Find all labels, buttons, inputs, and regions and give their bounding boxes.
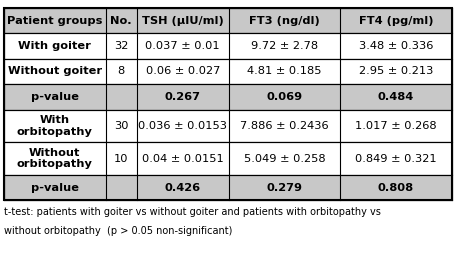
Text: FT3 (ng/dl): FT3 (ng/dl) bbox=[249, 16, 320, 25]
Text: 0.849 ± 0.321: 0.849 ± 0.321 bbox=[355, 154, 437, 164]
Bar bbox=[4, 142, 452, 175]
Text: FT4 (pg/ml): FT4 (pg/ml) bbox=[359, 16, 433, 25]
Bar bbox=[4, 8, 452, 200]
Text: 0.484: 0.484 bbox=[378, 92, 414, 102]
Text: No.: No. bbox=[110, 16, 132, 25]
Bar bbox=[4, 110, 452, 142]
Text: without orbitopathy  (p > 0.05 non-significant): without orbitopathy (p > 0.05 non-signif… bbox=[4, 226, 232, 236]
Bar bbox=[4, 59, 452, 84]
Text: 3.48 ± 0.336: 3.48 ± 0.336 bbox=[359, 41, 433, 51]
Text: 0.04 ± 0.0151: 0.04 ± 0.0151 bbox=[142, 154, 224, 164]
Text: 0.279: 0.279 bbox=[267, 183, 302, 193]
Text: With goiter: With goiter bbox=[18, 41, 91, 51]
Bar bbox=[4, 33, 452, 59]
Text: 9.72 ± 2.78: 9.72 ± 2.78 bbox=[251, 41, 318, 51]
Text: 4.81 ± 0.185: 4.81 ± 0.185 bbox=[247, 67, 322, 76]
Text: 0.267: 0.267 bbox=[165, 92, 201, 102]
Text: 2.95 ± 0.213: 2.95 ± 0.213 bbox=[359, 67, 433, 76]
Text: With
orbitopathy: With orbitopathy bbox=[17, 115, 93, 137]
Text: 0.036 ± 0.0153: 0.036 ± 0.0153 bbox=[138, 121, 227, 131]
Text: p-value: p-value bbox=[31, 183, 79, 193]
Text: 30: 30 bbox=[114, 121, 128, 131]
Text: Without
orbitopathy: Without orbitopathy bbox=[17, 148, 93, 170]
Text: 10: 10 bbox=[114, 154, 128, 164]
Text: t-test: patients with goiter vs without goiter and patients with orbitopathy vs: t-test: patients with goiter vs without … bbox=[4, 207, 381, 217]
Text: 8: 8 bbox=[118, 67, 125, 76]
Text: 7.886 ± 0.2436: 7.886 ± 0.2436 bbox=[240, 121, 329, 131]
Text: 32: 32 bbox=[114, 41, 128, 51]
Text: 0.808: 0.808 bbox=[378, 183, 414, 193]
Text: 1.017 ± 0.268: 1.017 ± 0.268 bbox=[355, 121, 437, 131]
Text: 0.426: 0.426 bbox=[164, 183, 201, 193]
Bar bbox=[4, 84, 452, 110]
Text: 5.049 ± 0.258: 5.049 ± 0.258 bbox=[244, 154, 326, 164]
Text: 0.037 ± 0.01: 0.037 ± 0.01 bbox=[146, 41, 220, 51]
Text: 0.069: 0.069 bbox=[266, 92, 303, 102]
Text: 0.06 ± 0.027: 0.06 ± 0.027 bbox=[146, 67, 220, 76]
Text: TSH (μIU/ml): TSH (μIU/ml) bbox=[142, 16, 224, 25]
Text: p-value: p-value bbox=[31, 92, 79, 102]
Text: Without goiter: Without goiter bbox=[8, 67, 102, 76]
Bar bbox=[4, 175, 452, 200]
Bar bbox=[4, 8, 452, 33]
Text: Patient groups: Patient groups bbox=[7, 16, 102, 25]
